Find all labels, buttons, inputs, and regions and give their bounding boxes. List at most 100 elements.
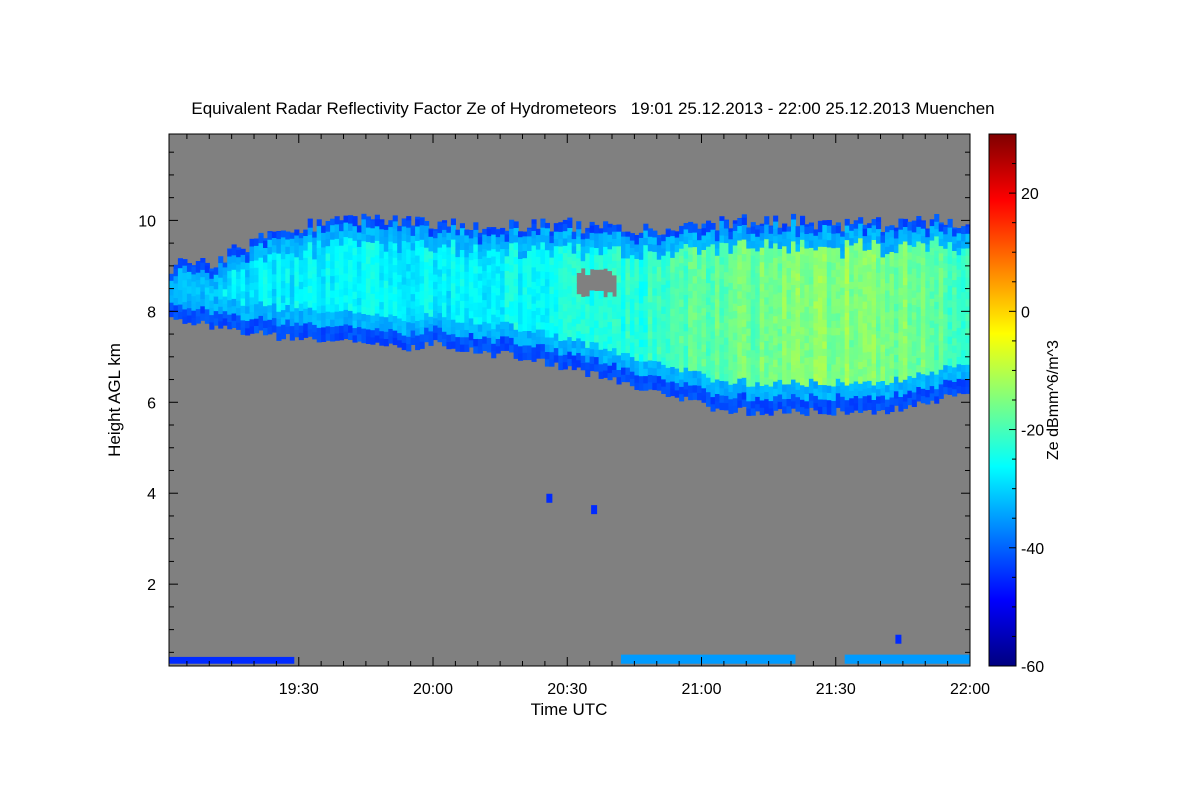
reflectivity-cell (415, 320, 421, 329)
reflectivity-cell (714, 269, 720, 278)
reflectivity-cell (732, 223, 738, 231)
reflectivity-cell (817, 333, 823, 342)
reflectivity-cell (791, 277, 797, 285)
reflectivity-cell (661, 327, 667, 336)
reflectivity-cell (455, 263, 461, 272)
reflectivity-cell (688, 355, 694, 364)
reflectivity-cell (227, 292, 233, 301)
reflectivity-cell (339, 274, 345, 283)
reflectivity-cell (804, 291, 810, 300)
reflectivity-cell (732, 361, 738, 370)
reflectivity-cell (316, 312, 322, 321)
reflectivity-cell (231, 305, 237, 314)
reflectivity-cell (473, 287, 479, 296)
reflectivity-cell (902, 313, 908, 322)
reflectivity-cell (459, 314, 465, 323)
reflectivity-cell (495, 294, 501, 303)
reflectivity-cell (692, 362, 698, 371)
reflectivity-cell (813, 402, 819, 411)
reflectivity-cell (191, 266, 197, 275)
reflectivity-cell (786, 369, 792, 378)
reflectivity-cell (683, 338, 689, 346)
reflectivity-cell (419, 217, 425, 226)
reflectivity-cell (782, 354, 788, 363)
reflectivity-cell (294, 278, 300, 287)
reflectivity-cell (271, 295, 277, 304)
reflectivity-cell (800, 246, 806, 255)
reflectivity-cell (267, 275, 273, 284)
reflectivity-cell (920, 337, 926, 346)
reflectivity-cell (719, 322, 725, 331)
reflectivity-cell (831, 240, 837, 249)
reflectivity-cell (728, 253, 734, 262)
reflectivity-cell (177, 311, 183, 320)
reflectivity-cell (661, 320, 667, 329)
reflectivity-cell (840, 316, 846, 325)
reflectivity-cell (867, 394, 873, 403)
reflectivity-cell (755, 279, 761, 288)
reflectivity-cell (544, 344, 550, 352)
reflectivity-cell (321, 239, 327, 248)
reflectivity-cell (701, 387, 707, 396)
reflectivity-cell (558, 238, 564, 247)
reflectivity-cell (750, 335, 756, 343)
reflectivity-cell (549, 322, 555, 331)
reflectivity-cell (500, 313, 506, 322)
reflectivity-cell (764, 224, 770, 232)
reflectivity-cell (374, 283, 380, 292)
reflectivity-cell (307, 234, 313, 243)
reflectivity-cell (316, 232, 322, 241)
reflectivity-cell (697, 326, 703, 335)
reflectivity-cell (406, 263, 412, 272)
reflectivity-cell (365, 328, 371, 337)
reflectivity-cell (482, 277, 488, 286)
reflectivity-cell (540, 314, 546, 323)
reflectivity-cell (911, 304, 917, 313)
reflectivity-cell (732, 346, 738, 355)
reflectivity-cell (276, 245, 282, 254)
reflectivity-cell (616, 224, 622, 232)
reflectivity-cell (786, 391, 792, 399)
reflectivity-cell (598, 356, 604, 365)
reflectivity-cell (840, 236, 846, 244)
reflectivity-cell (352, 262, 358, 270)
reflectivity-cell (737, 370, 743, 379)
reflectivity-cell (589, 225, 595, 233)
reflectivity-cell (755, 389, 761, 397)
reflectivity-cell (182, 316, 188, 324)
reflectivity-cell (616, 267, 622, 276)
reflectivity-cell (374, 254, 380, 263)
reflectivity-cell (853, 264, 859, 273)
reflectivity-cell (670, 373, 676, 382)
reflectivity-cell (424, 327, 430, 335)
reflectivity-cell (388, 277, 394, 286)
reflectivity-cell (902, 284, 908, 293)
reflectivity-cell (567, 285, 573, 294)
reflectivity-cell (446, 305, 452, 313)
reflectivity-cell (571, 354, 577, 363)
reflectivity-cell (598, 290, 604, 299)
reflectivity-cell (576, 221, 582, 230)
reflectivity-cell (835, 312, 841, 321)
reflectivity-cell (379, 294, 385, 303)
reflectivity-cell (831, 262, 837, 271)
reflectivity-cell (482, 228, 488, 235)
reflectivity-cell (782, 303, 788, 312)
reflectivity-cell (911, 399, 917, 407)
reflectivity-cell (795, 374, 801, 383)
reflectivity-cell (486, 235, 492, 244)
reflectivity-cell (804, 313, 810, 322)
reflectivity-cell (934, 337, 940, 346)
reflectivity-cell (616, 282, 622, 290)
reflectivity-cell (893, 296, 899, 304)
reflectivity-cell (844, 254, 850, 262)
reflectivity-cell (822, 297, 828, 306)
reflectivity-cell (589, 341, 595, 350)
reflectivity-cell (925, 228, 931, 230)
reflectivity-cell (858, 230, 864, 239)
reflectivity-cell (849, 303, 855, 311)
reflectivity-cell (477, 243, 483, 252)
reflectivity-cell (629, 349, 635, 358)
reflectivity-cell (840, 231, 846, 237)
reflectivity-cell (397, 310, 403, 319)
